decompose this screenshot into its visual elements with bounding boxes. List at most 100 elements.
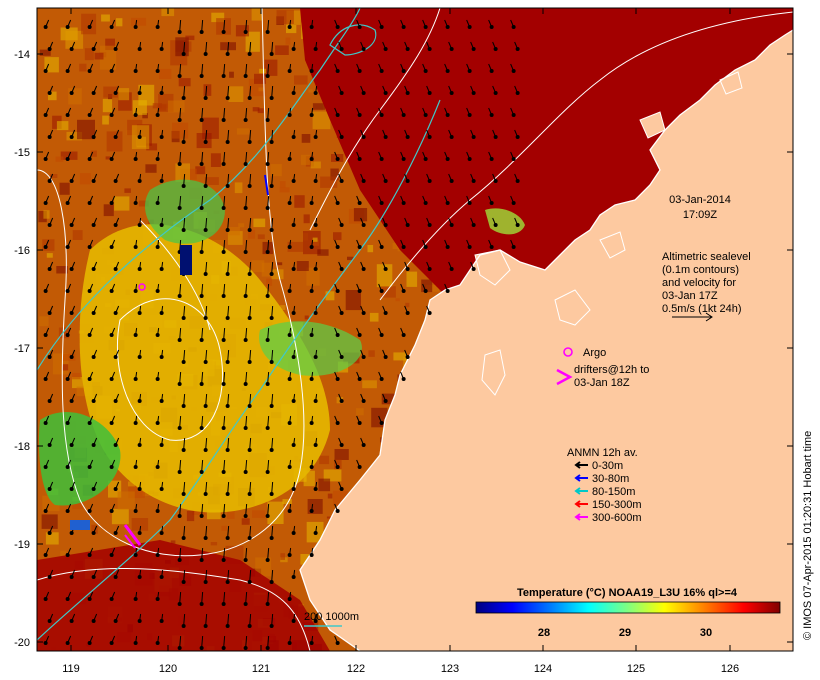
velocity-arrow-head (383, 399, 388, 403)
legend-item-label: 300-600m (592, 512, 642, 524)
velocity-arrow-head (137, 91, 142, 95)
velocity-arrow (271, 569, 274, 583)
velocity-arrow-head (265, 382, 270, 386)
velocity-arrow (245, 283, 248, 297)
velocity-arrow-head (181, 404, 186, 408)
velocity-arrow-head (247, 448, 252, 452)
legend-arrow-icon (574, 474, 588, 482)
velocity-arrow-head (43, 25, 48, 29)
velocity-arrow-head (91, 443, 96, 447)
velocity-arrow-head (467, 245, 472, 249)
velocity-arrow-head (203, 272, 208, 276)
velocity-arrow-head (137, 135, 142, 139)
velocity-arrow (249, 437, 252, 451)
velocity-arrow-head (383, 355, 388, 359)
coastal-islands (474, 71, 743, 396)
velocity-arrow-head (405, 47, 410, 51)
velocity-arrow-head (87, 289, 92, 293)
velocity-arrow-head (91, 619, 96, 623)
velocity-arrow-head (225, 492, 230, 496)
velocity-arrow-head (357, 25, 362, 29)
velocity-arrow (223, 591, 226, 605)
velocity-arrow-head (291, 91, 296, 95)
velocity-arrow-head (65, 421, 70, 425)
velocity-arrow-head (361, 179, 366, 183)
velocity-arrow-head (449, 47, 454, 51)
velocity-arrow-head (361, 223, 366, 227)
velocity-arrow-head (177, 338, 182, 342)
velocity-arrow-head (65, 201, 70, 205)
velocity-arrow-head (445, 157, 450, 161)
velocity-arrow-head (69, 179, 74, 183)
velocity-arrow-head (313, 311, 318, 315)
velocity-arrow-head (155, 465, 160, 469)
velocity-arrow-head (221, 30, 226, 34)
velocity-arrow-head (243, 74, 248, 78)
velocity-arrow-head (405, 179, 410, 183)
velocity-arrow-head (181, 624, 186, 628)
velocity-arrow (205, 85, 208, 99)
velocity-arrow-head (357, 201, 362, 205)
velocity-arrow-head (221, 382, 226, 386)
velocity-arrow (227, 349, 230, 363)
velocity-arrow-head (445, 25, 450, 29)
velocity-arrow-head (287, 289, 292, 293)
velocity-arrow-head (69, 355, 74, 359)
velocity-arrow-head (221, 294, 226, 298)
velocity-arrow (183, 437, 186, 451)
velocity-arrow-head (109, 333, 114, 337)
velocity-arrow-head (177, 294, 182, 298)
velocity-arrow-head (177, 74, 182, 78)
velocity-arrow-head (87, 113, 92, 117)
velocity-arrow-head (493, 135, 498, 139)
velocity-arrow-head (203, 624, 208, 628)
velocity-arrow-head (243, 602, 248, 606)
velocity-arrow-head (87, 377, 92, 381)
velocity-arrow-head (109, 25, 114, 29)
velocity-arrow-head (291, 47, 296, 51)
velocity-arrow-head (155, 201, 160, 205)
velocity-arrow-head (155, 597, 160, 601)
velocity-arrow (201, 503, 204, 517)
velocity-arrow-head (269, 448, 274, 452)
velocity-arrow-head (291, 443, 296, 447)
velocity-arrow-head (265, 470, 270, 474)
velocity-arrow (249, 481, 252, 495)
velocity-arrow-head (155, 333, 160, 337)
velocity-arrow-head (335, 465, 340, 469)
velocity-arrow (267, 107, 270, 121)
velocity-arrow (249, 305, 252, 319)
velocity-arrow-head (489, 157, 494, 161)
velocity-arrow-head (247, 624, 252, 628)
velocity-arrow (271, 305, 274, 319)
velocity-arrow-head (65, 465, 70, 469)
velocity-arrow-head (335, 245, 340, 249)
lat-label: -14 (14, 49, 30, 61)
velocity-arrow-head (203, 404, 208, 408)
velocity-arrow-head (43, 597, 48, 601)
velocity-arrow (183, 217, 186, 231)
velocity-arrow (227, 305, 230, 319)
velocity-arrow-head (159, 223, 164, 227)
velocity-arrow (271, 129, 274, 143)
svg-text:200 1000m: 200 1000m (304, 611, 359, 623)
svg-text:03-Jan 17Z: 03-Jan 17Z (662, 290, 718, 302)
velocity-arrow-head (243, 470, 248, 474)
velocity-arrow-head (247, 184, 252, 188)
velocity-arrow-head (511, 157, 516, 161)
velocity-arrow-head (357, 421, 362, 425)
velocity-arrow-head (155, 377, 160, 381)
velocity-arrow-head (137, 355, 142, 359)
velocity-arrow (179, 415, 182, 429)
lat-label: -16 (14, 245, 30, 257)
credit-text: © IMOS 07-Apr-2015 01:20:31 Hobart time (802, 431, 814, 640)
velocity-arrow-head (357, 157, 362, 161)
velocity-arrow-head (313, 135, 318, 139)
velocity-arrow (179, 503, 182, 517)
velocity-arrow-head (287, 597, 292, 601)
velocity-arrow-head (265, 338, 270, 342)
velocity-arrow-head (181, 316, 186, 320)
velocity-arrow-head (287, 553, 292, 557)
argo-float-marker (138, 283, 146, 291)
velocity-arrow-head (199, 470, 204, 474)
